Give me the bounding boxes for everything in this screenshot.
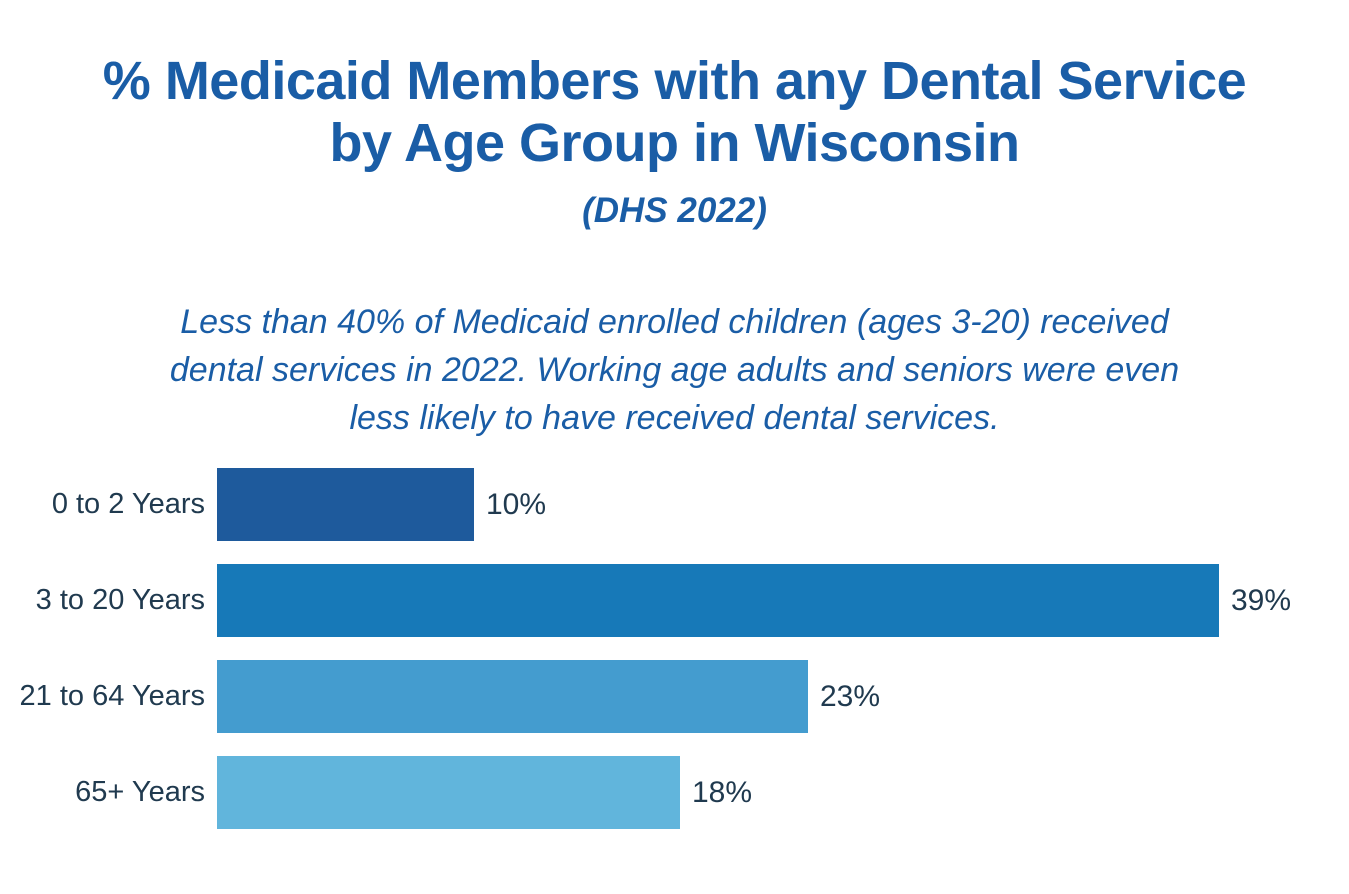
value-label: 18% xyxy=(692,775,753,809)
chart-summary-line-1: Less than 40% of Medicaid enrolled child… xyxy=(180,303,1169,341)
bar xyxy=(217,660,808,733)
chart-summary-line-2: dental services in 2022. Working age adu… xyxy=(169,351,1180,389)
category-label: 0 to 2 Years xyxy=(51,488,205,520)
category-label: 65+ Years xyxy=(75,776,205,808)
value-label: 23% xyxy=(820,679,881,713)
category-label: 3 to 20 Years xyxy=(35,584,205,616)
bar xyxy=(217,468,474,541)
bar-chart: 0 to 2 Years 10% 3 to 20 Years 39% 21 to 64 … xyxy=(0,468,1349,829)
chart-subtitle: (DHS 2022) xyxy=(582,191,767,230)
bar xyxy=(217,756,680,829)
bar-row: 21 to 64 Years 23% xyxy=(0,660,1349,733)
bar xyxy=(217,564,1219,637)
category-label: 21 to 64 Years xyxy=(19,680,205,712)
chart-title-line-2: by Age Group in Wisconsin xyxy=(329,113,1020,173)
bar-row: 65+ Years 18% xyxy=(0,756,1349,829)
value-label: 39% xyxy=(1231,583,1292,617)
chart-title-line-1: % Medicaid Members with any Dental Servi… xyxy=(102,51,1247,111)
chart-summary-line-3: less likely to have received dental serv… xyxy=(349,399,1000,437)
chart-title: % Medicaid Members with any Dental Servi… xyxy=(0,50,1349,174)
value-label: 10% xyxy=(486,487,547,521)
bar-row: 3 to 20 Years 39% xyxy=(0,564,1349,637)
chart-summary: Less than 40% of Medicaid enrolled child… xyxy=(0,298,1349,442)
bar-row: 0 to 2 Years 10% xyxy=(0,468,1349,541)
